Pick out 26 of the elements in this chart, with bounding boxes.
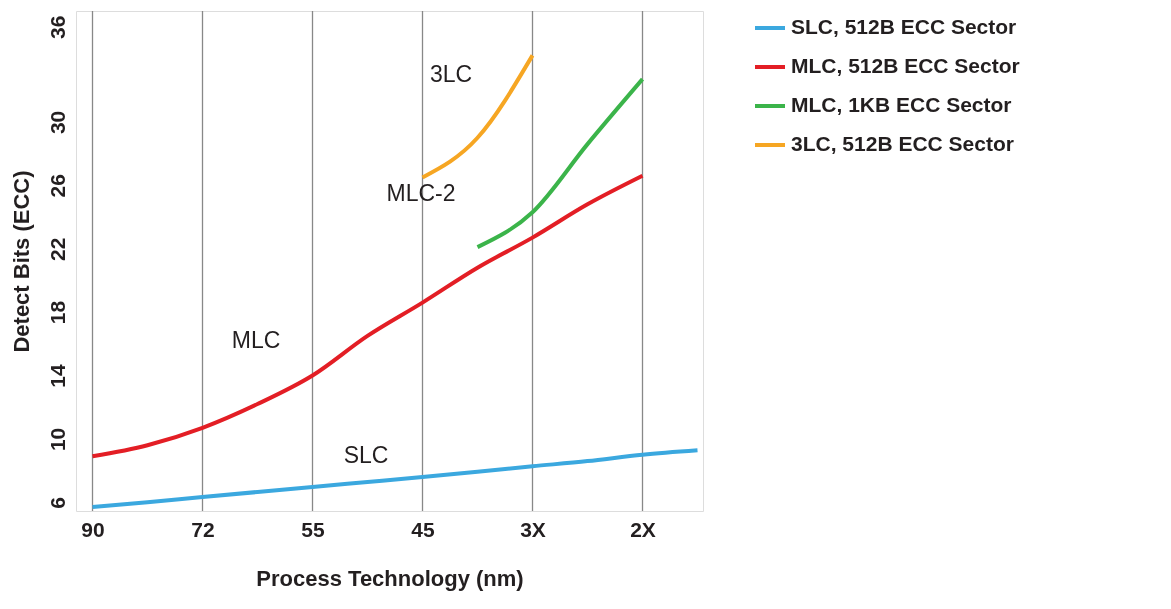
x-tick-label: 90 [81, 517, 105, 541]
x-axis-title: Process Technology (nm) [256, 565, 524, 591]
x-tick-label: 55 [301, 517, 325, 541]
annotation: SLC [343, 442, 389, 468]
x-tick-label: 3X [520, 517, 546, 541]
line-series [475, 77, 645, 250]
annotation: 3LC [429, 61, 473, 87]
legend-label: 3LC, 512B ECC Sector [791, 132, 1014, 155]
y-tick-label: 10 [45, 427, 69, 452]
y-tick-label: 30 [45, 110, 69, 135]
line-series [90, 448, 700, 510]
legend-label: MLC, 512B ECC Sector [791, 54, 1020, 77]
legend-label: MLC, 1KB ECC Sector [791, 93, 1012, 116]
legend-label: SLC, 512B ECC Sector [791, 15, 1017, 38]
x-tick-label: 45 [411, 517, 435, 541]
y-axis-title: Detect Bits (ECC) [8, 170, 34, 353]
annotation: MLC-2 [386, 180, 456, 206]
y-tick-label: 18 [45, 300, 69, 325]
x-tick-label: 72 [191, 517, 215, 541]
annotation: MLC [231, 327, 281, 353]
y-tick-label: 6 [45, 496, 69, 509]
y-tick-label: 26 [45, 174, 69, 198]
y-tick-label: 22 [45, 237, 69, 261]
y-tick-label: 14 [45, 364, 69, 388]
x-tick-label: 2X [630, 517, 656, 541]
y-tick-label: 36 [45, 15, 69, 40]
